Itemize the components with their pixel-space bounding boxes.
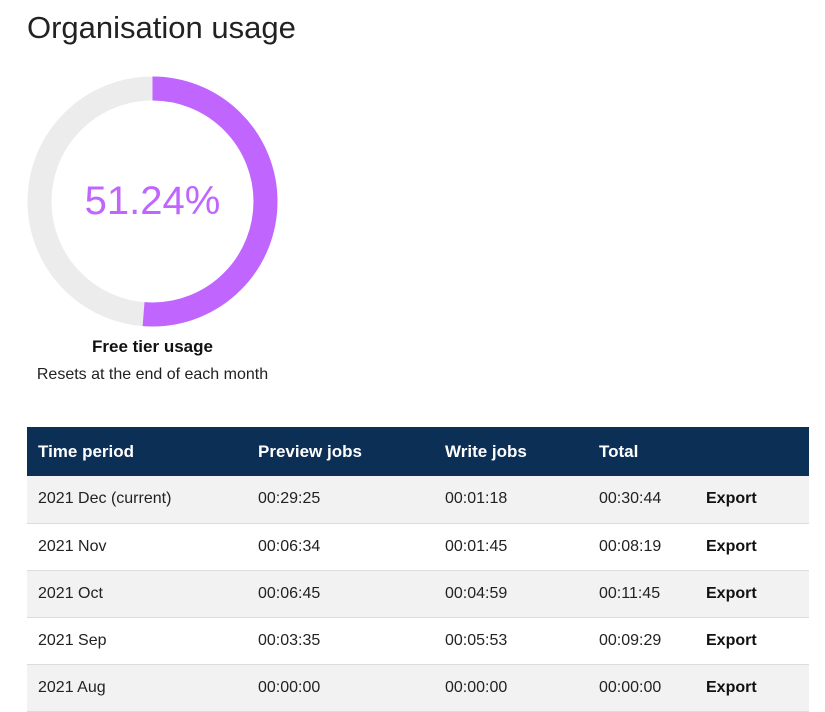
column-header-total: Total [599, 441, 639, 461]
column-header-preview-jobs: Preview jobs [258, 441, 362, 461]
page-title: Organisation usage [27, 10, 296, 45]
cell-preview-jobs: 00:06:45 [258, 584, 321, 602]
cell-total: 00:00:00 [599, 678, 662, 696]
cell-action: Export [706, 617, 809, 664]
cell-period: 2021 Dec (current) [38, 490, 172, 508]
table-row: 2021 Oct 00:06:45 00:04:59 00:11:45 Expo… [27, 570, 809, 617]
table-body: 2021 Dec (current) 00:29:25 00:01:18 00:… [27, 476, 809, 711]
usage-table: Time period Preview jobs Write jobs Tota… [27, 427, 809, 712]
table-row: 2021 Aug 00:00:00 00:00:00 00:00:00 Expo… [27, 664, 809, 711]
column-header-action [706, 427, 809, 476]
usage-donut-svg [27, 76, 278, 327]
cell-period: 2021 Aug [38, 678, 106, 696]
cell-preview-jobs: 00:29:25 [258, 490, 321, 508]
usage-percent: 51.24% [84, 179, 221, 223]
cell-preview-jobs: 00:06:34 [258, 537, 321, 555]
cell-write-jobs: 00:01:45 [445, 537, 508, 555]
cell-action: Export [706, 523, 809, 570]
table-row: 2021 Sep 00:03:35 00:05:53 00:09:29 Expo… [27, 617, 809, 664]
table-row: 2021 Dec (current) 00:29:25 00:01:18 00:… [27, 476, 809, 523]
column-header-time-period: Time period [38, 441, 135, 461]
table-row: 2021 Nov 00:06:34 00:01:45 00:08:19 Expo… [27, 523, 809, 570]
cell-total: 00:11:45 [599, 584, 661, 602]
cell-preview-jobs: 00:03:35 [258, 631, 321, 649]
table-header: Time period Preview jobs Write jobs Tota… [27, 427, 809, 476]
usage-sublabel: Resets at the end of each month [36, 366, 269, 383]
cell-write-jobs: 00:00:00 [445, 678, 508, 696]
cell-write-jobs: 00:05:53 [445, 631, 508, 649]
export-link[interactable]: Export [706, 584, 757, 602]
table-header-row: Time period Preview jobs Write jobs Tota… [27, 427, 809, 476]
export-link[interactable]: Export [706, 678, 757, 696]
cell-period: 2021 Oct [38, 584, 103, 602]
cell-preview-jobs: 00:00:00 [258, 678, 321, 696]
usage-label: Free tier usage [92, 337, 213, 356]
cell-action: Export [706, 570, 809, 617]
export-link[interactable]: Export [706, 631, 757, 649]
cell-total: 00:08:19 [599, 537, 662, 555]
cell-period: 2021 Nov [38, 537, 107, 555]
cell-period: 2021 Sep [38, 631, 107, 649]
export-link[interactable]: Export [706, 490, 757, 508]
cell-action: Export [706, 476, 809, 523]
cell-write-jobs: 00:04:59 [445, 584, 508, 602]
cell-total: 00:30:44 [599, 490, 662, 508]
cell-write-jobs: 00:01:18 [445, 490, 508, 508]
donut-progress-ring [27, 76, 278, 327]
column-header-write-jobs: Write jobs [445, 441, 527, 461]
cell-total: 00:09:29 [599, 631, 662, 649]
export-link[interactable]: Export [706, 537, 757, 555]
cell-action: Export [706, 664, 809, 711]
usage-donut-chart: 51.24% [27, 76, 278, 327]
